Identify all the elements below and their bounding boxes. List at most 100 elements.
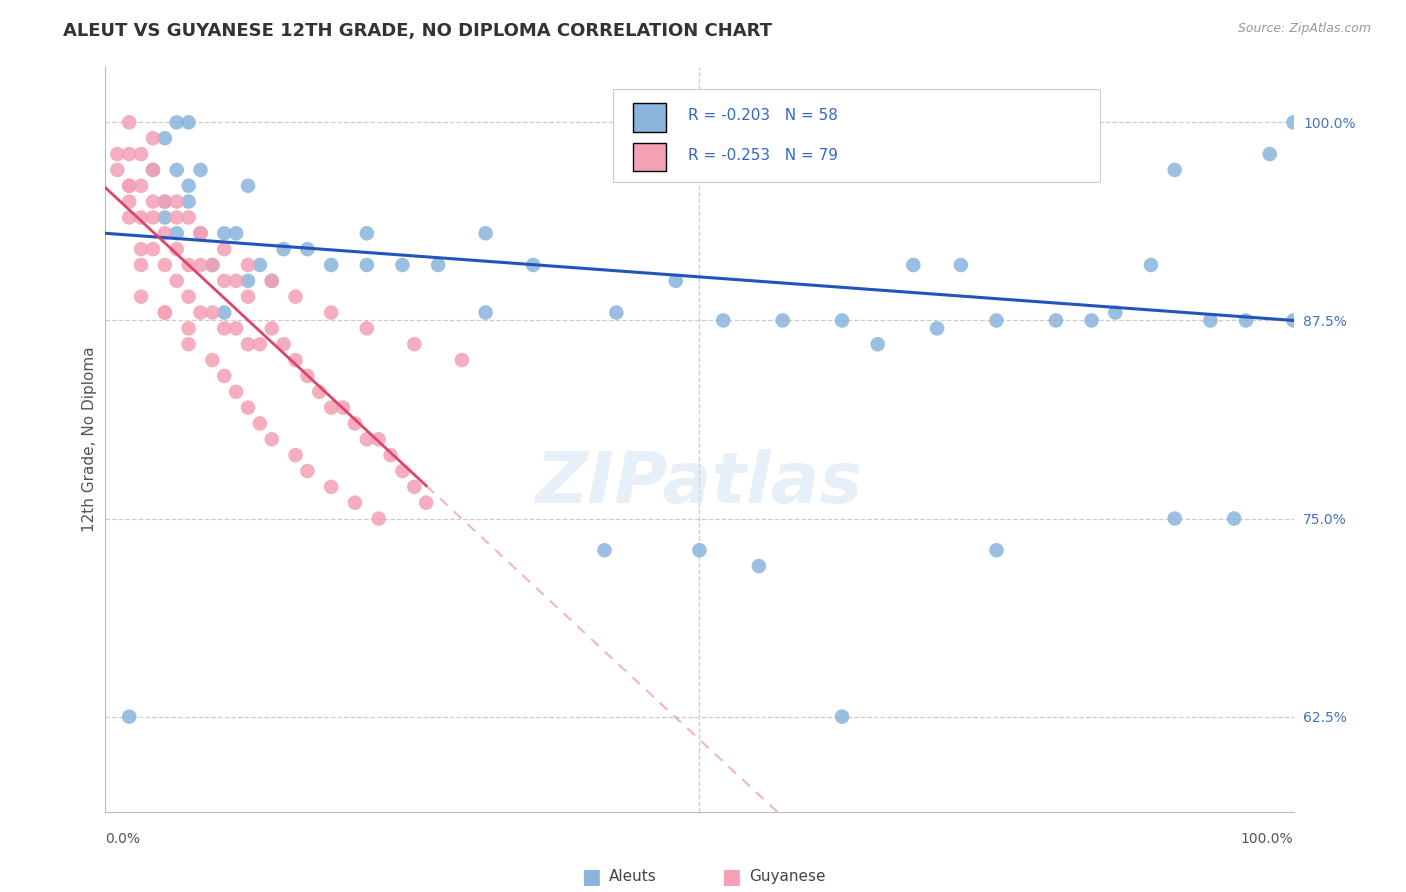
Text: 100.0%: 100.0% (1241, 832, 1294, 847)
Point (214, 321, 236, 335)
Text: R = -0.203   N = 58: R = -0.203 N = 58 (688, 108, 838, 123)
Point (177, 258, 200, 272)
Text: ALEUT VS GUYANESE 12TH GRADE, NO DIPLOMA CORRELATION CHART: ALEUT VS GUYANESE 12TH GRADE, NO DIPLOMA… (63, 22, 772, 40)
Text: ■: ■ (581, 867, 600, 887)
Y-axis label: 12th Grade, No Diploma: 12th Grade, No Diploma (82, 346, 97, 533)
Point (1282, 115, 1305, 129)
Point (925, 321, 948, 335)
Point (166, 194, 188, 209)
Point (522, 258, 544, 272)
Point (129, 211, 152, 225)
Point (356, 432, 378, 446)
FancyBboxPatch shape (633, 103, 666, 132)
Point (748, 559, 770, 574)
Point (129, 147, 152, 161)
Point (605, 305, 627, 319)
Point (201, 258, 224, 272)
Point (118, 178, 141, 193)
Point (1199, 313, 1222, 327)
Point (903, 258, 925, 272)
Point (236, 258, 259, 272)
Point (129, 242, 152, 256)
Point (404, 337, 426, 351)
Point (214, 305, 236, 319)
Point (772, 313, 794, 327)
Point (214, 227, 236, 241)
Point (380, 448, 402, 462)
Text: Source: ZipAtlas.com: Source: ZipAtlas.com (1237, 22, 1371, 36)
Point (225, 384, 247, 399)
Point (356, 258, 378, 272)
Point (367, 511, 389, 525)
Point (236, 290, 259, 304)
Point (284, 290, 307, 304)
Point (153, 258, 176, 272)
Point (343, 417, 366, 431)
Point (142, 162, 165, 177)
Point (214, 242, 236, 256)
Point (190, 227, 212, 241)
Point (129, 178, 152, 193)
Point (273, 337, 295, 351)
Point (321, 258, 343, 272)
Point (711, 313, 734, 327)
Point (404, 480, 426, 494)
Point (177, 115, 200, 129)
Point (153, 194, 176, 209)
Point (105, 162, 128, 177)
Text: R = -0.253   N = 79: R = -0.253 N = 79 (688, 148, 838, 163)
Point (665, 274, 688, 288)
Point (166, 274, 188, 288)
Point (177, 178, 200, 193)
Point (297, 242, 319, 256)
Text: Guyanese: Guyanese (749, 870, 825, 884)
Point (367, 432, 389, 446)
Point (190, 162, 212, 177)
Point (190, 258, 212, 272)
Point (214, 368, 236, 383)
Point (1234, 313, 1257, 327)
Point (1258, 147, 1281, 161)
Point (321, 480, 343, 494)
Text: ZIPatlas: ZIPatlas (536, 450, 863, 518)
Point (249, 417, 271, 431)
Point (1080, 313, 1102, 327)
Point (214, 274, 236, 288)
Point (118, 194, 141, 209)
Point (260, 274, 283, 288)
Point (190, 305, 212, 319)
Point (593, 543, 616, 558)
Point (118, 211, 141, 225)
Point (177, 321, 200, 335)
FancyBboxPatch shape (613, 89, 1099, 182)
Point (177, 290, 200, 304)
Point (153, 194, 176, 209)
Point (1140, 258, 1163, 272)
Point (284, 353, 307, 368)
Point (118, 709, 141, 723)
Point (166, 242, 188, 256)
Point (153, 211, 176, 225)
Text: Aleuts: Aleuts (609, 870, 657, 884)
Point (249, 337, 271, 351)
Point (166, 227, 188, 241)
Point (297, 464, 319, 478)
Point (236, 401, 259, 415)
Point (201, 353, 224, 368)
Point (308, 384, 330, 399)
Point (142, 131, 165, 145)
Point (273, 242, 295, 256)
FancyBboxPatch shape (633, 143, 666, 171)
Point (356, 321, 378, 335)
Text: 0.0%: 0.0% (105, 832, 141, 847)
Point (260, 321, 283, 335)
Point (831, 313, 853, 327)
Point (332, 401, 354, 415)
Point (177, 337, 200, 351)
Point (118, 147, 141, 161)
Point (142, 242, 165, 256)
Point (1164, 162, 1187, 177)
Point (190, 227, 212, 241)
Point (284, 448, 307, 462)
Point (1282, 313, 1305, 327)
